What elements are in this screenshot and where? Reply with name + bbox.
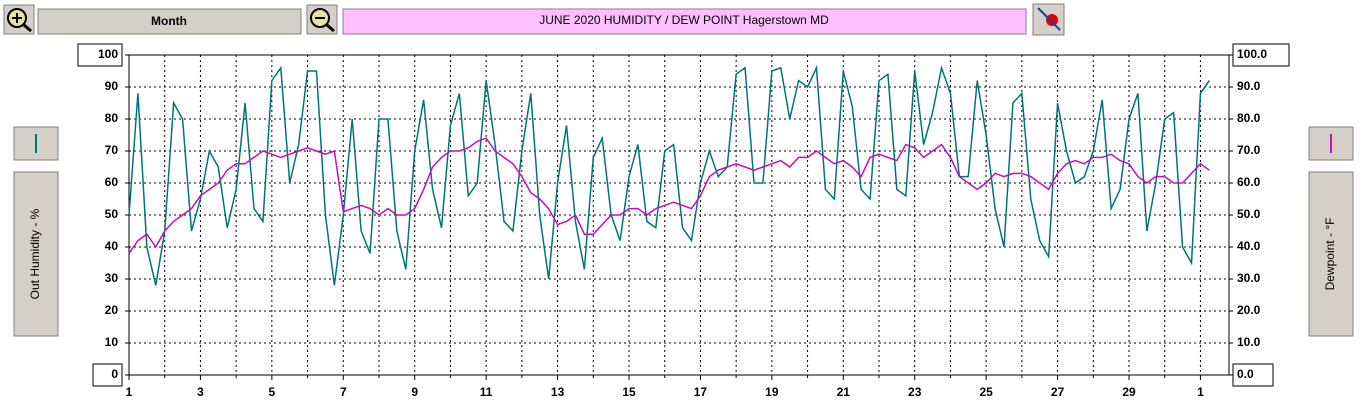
y-tick-label: 40 <box>105 239 119 253</box>
y-tick-box <box>77 43 123 67</box>
x-tick-label: 11 <box>480 385 493 399</box>
y2-tick-label: 100.0 <box>1237 47 1267 61</box>
y2-tick-box <box>1232 43 1290 67</box>
y2-tick-label: 90.0 <box>1237 79 1261 93</box>
y2-axis-label-box <box>1308 171 1354 337</box>
y2-tick-label: 0.0 <box>1237 367 1254 381</box>
y-axis-label-box <box>13 171 59 337</box>
y2-tick-label: 60.0 <box>1237 175 1261 189</box>
y-tick-label: 30 <box>105 271 119 285</box>
series-line <box>128 137 1210 254</box>
x-tick-label: 1 <box>1197 385 1204 399</box>
x-tick-label: 15 <box>622 385 636 399</box>
x-tick-label: 1 <box>126 385 133 399</box>
x-tick-label: 23 <box>908 385 922 399</box>
x-tick-label: 13 <box>551 385 565 399</box>
chart-title: JUNE 2020 HUMIDITY / DEW POINT Hagerstow… <box>539 13 829 27</box>
x-tick-label: 25 <box>979 385 993 399</box>
y-tick-label: 100 <box>98 47 118 61</box>
y2-tick-label: 50.0 <box>1237 207 1261 221</box>
zoom-out-button[interactable] <box>306 4 338 35</box>
x-tick-label: 7 <box>340 385 347 399</box>
y-tick-label: 20 <box>105 303 119 317</box>
y-tick-label: 80 <box>105 111 119 125</box>
y2-axis-label: Dewpoint - °F <box>1323 218 1337 291</box>
y-tick-box <box>92 363 123 387</box>
x-tick-label: 9 <box>411 385 418 399</box>
title-box <box>342 8 1027 35</box>
y-tick-label: 90 <box>105 79 119 93</box>
y-tick-label: 50 <box>105 207 119 221</box>
x-tick-label: 27 <box>1051 385 1065 399</box>
x-tick-label: 17 <box>694 385 708 399</box>
x-tick-label: 3 <box>197 385 204 399</box>
y2-tick-label: 10.0 <box>1237 335 1261 349</box>
y-tick-label: 0 <box>111 367 118 381</box>
zoom-in-button[interactable] <box>3 4 35 35</box>
y2-tick-label: 30.0 <box>1237 271 1261 285</box>
y-axis-label: Out Humidity - % <box>28 208 42 299</box>
y2-tick-label: 20.0 <box>1237 303 1261 317</box>
period-button[interactable]: Month <box>37 8 302 35</box>
y-tick-label: 10 <box>105 335 119 349</box>
clear-button[interactable] <box>1032 3 1065 36</box>
y2-tick-label: 70.0 <box>1237 143 1261 157</box>
period-label: Month <box>151 14 187 28</box>
x-tick-label: 19 <box>765 385 779 399</box>
series-line <box>128 64 1210 286</box>
y-tick-label: 70 <box>105 143 119 157</box>
y2-tick-label: 40.0 <box>1237 239 1261 253</box>
y2-tick-box <box>1232 363 1274 387</box>
y2-tick-label: 80.0 <box>1237 111 1261 125</box>
x-tick-label: 21 <box>837 385 851 399</box>
y-tick-label: 60 <box>105 175 119 189</box>
x-tick-label: 5 <box>269 385 276 399</box>
x-tick-label: 29 <box>1122 385 1136 399</box>
